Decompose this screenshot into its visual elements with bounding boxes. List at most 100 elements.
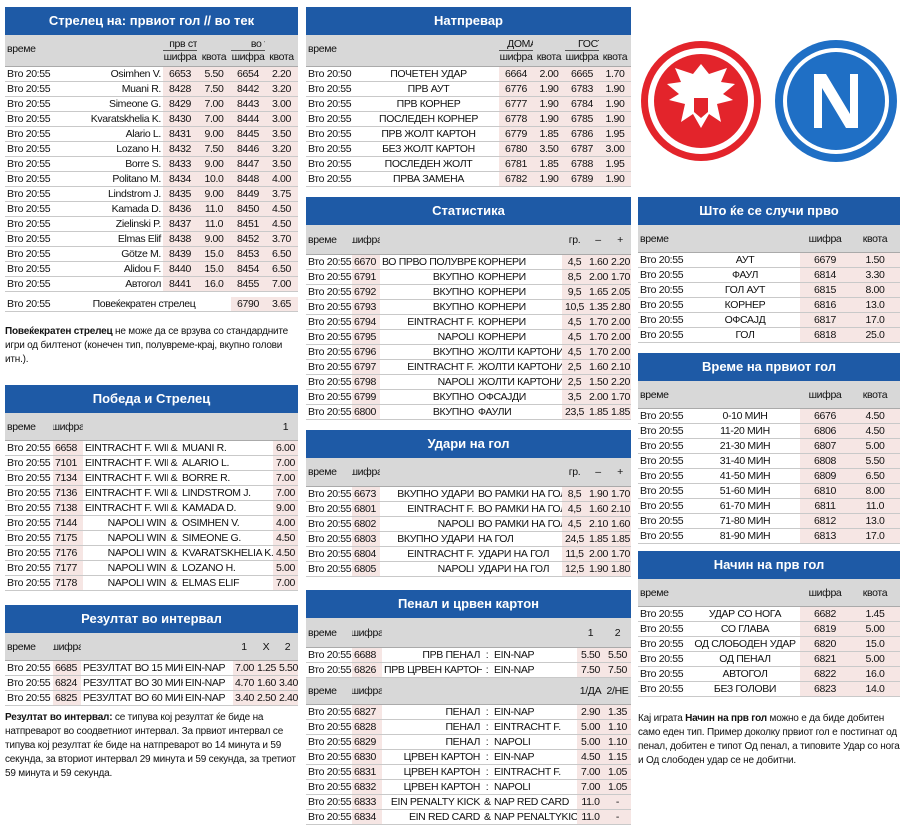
cell: 1.70 xyxy=(599,67,631,81)
cell: NAPOLI xyxy=(494,781,531,793)
cell: 1.70 xyxy=(609,390,631,404)
cell: Вто 20:55 xyxy=(640,500,684,512)
cell: 11-20 МИН xyxy=(720,425,770,437)
cell: Вто 20:55 xyxy=(308,503,352,515)
cell: Вто 20:55 xyxy=(7,532,51,544)
cell: 6824 xyxy=(53,676,81,690)
cell: EIN RED CARD xyxy=(408,811,480,823)
cell: : xyxy=(485,766,489,778)
cell: 11.0 xyxy=(197,217,231,231)
cell: & xyxy=(170,547,178,559)
section-title: Резултат во интервал xyxy=(5,605,298,633)
cell: 8444 xyxy=(231,112,265,126)
cell: 3.50 xyxy=(265,157,298,171)
note: Повеќекратен стрелец не може да се врзув… xyxy=(5,325,298,367)
cell: 6654 xyxy=(231,67,265,81)
cell: 4.50 xyxy=(850,424,900,438)
cell: 6785 xyxy=(565,112,599,126)
cell: 6658 xyxy=(53,441,83,455)
cell: 1.90 xyxy=(533,82,565,96)
cell: ЦРВЕН КАРТОН xyxy=(403,751,481,763)
cell: ОФСАЈД xyxy=(724,314,766,326)
cell: Вто 20:55 xyxy=(640,455,684,467)
cell: 6815 xyxy=(800,283,850,297)
cell: ВО РАМКИ НА ГОЛ xyxy=(478,503,562,515)
cell: 6829 xyxy=(352,735,382,749)
cell: 24,5 xyxy=(562,532,587,546)
cell: 6796 xyxy=(352,345,380,359)
cell: КОРНЕРИ xyxy=(478,256,526,268)
cell: 4,5 xyxy=(562,345,587,359)
cell: Вто 20:55 xyxy=(7,218,51,230)
cell: 61-70 МИН xyxy=(719,500,771,512)
cell: EIN-NAP xyxy=(494,706,535,718)
cell: 1.90 xyxy=(599,112,631,126)
cell: Muani R. xyxy=(121,83,162,95)
cell: ВКУПНО xyxy=(432,391,474,403)
cell: 3.40 xyxy=(233,691,255,705)
cell: 9.00 xyxy=(197,127,231,141)
header-cell xyxy=(83,413,168,440)
data-row: Вто 20:55 ГОЛ 6818 25.0 xyxy=(638,328,900,343)
note-text: не може да се врзува со стандардните игр… xyxy=(5,326,291,365)
cell: : xyxy=(485,721,489,733)
data-row: Вто 20:55 Zielinski P. 8437 11.0 8451 4.50 xyxy=(5,217,298,232)
cell: NAPOLI xyxy=(437,563,475,575)
cell: 1.90 xyxy=(533,112,565,126)
cell: 4.00 xyxy=(273,516,298,530)
header-cell: време xyxy=(306,225,352,254)
header-cell: 2/НЕ xyxy=(604,678,631,704)
header-label: време xyxy=(640,388,669,401)
cell: 6779 xyxy=(499,127,533,141)
header-cell: време xyxy=(5,35,57,66)
data-row: Вто 20:55 6685 РЕЗУЛТАТ ВО 15 МИН EIN-NAP 7.… xyxy=(5,661,298,676)
cell: 7.00 xyxy=(273,471,298,485)
cell: НА ГОЛ xyxy=(478,533,514,545)
data-row: Вто 20:55 КОРНЕР 6816 13.0 xyxy=(638,298,900,313)
data-row: Вто 20:55 6799 ВКУПНО ОФСАЈДИ 3,5 2.00 1.70 xyxy=(306,390,631,405)
data-row: Вто 20:55 6801 EINTRACHT F. ВО РАМКИ НА ГОЛ… xyxy=(306,502,631,517)
data-row: Вто 20:55 6802 NAPOLI ВО РАМКИ НА ГОЛ 4,5 2.1… xyxy=(306,517,631,532)
cell: 1.25 xyxy=(255,661,277,675)
data-row: Вто 20:55 7144 NAPOLI WIN & OSIMHEN V. 4.00 xyxy=(5,516,298,531)
cell: КОРНЕР xyxy=(724,299,766,311)
cell: 2.20 xyxy=(609,375,631,389)
cell: 7.50 xyxy=(577,663,604,677)
cell: NAPOLI xyxy=(494,736,531,748)
cell: EINTRACHT F. xyxy=(407,548,474,560)
note-bold: Резултат во интервал: xyxy=(5,712,113,723)
cell: Götze M. xyxy=(121,248,161,260)
data-row: Вто 20:55 41-50 МИН 6809 6.50 xyxy=(638,469,900,484)
cell: 6688 xyxy=(352,648,382,662)
cell: 4,5 xyxy=(562,255,587,269)
header-cell xyxy=(180,413,273,440)
data-row: Вто 20:55 ОФСАЈД 6817 17.0 xyxy=(638,313,900,328)
header-cell: 1 xyxy=(233,633,255,660)
data-row: Вто 20:55 ФАУЛ 6814 3.30 xyxy=(638,268,900,283)
cell: 2.00 xyxy=(587,390,609,404)
cell: 4.70 xyxy=(233,676,255,690)
cell: Вто 20:55 xyxy=(308,406,352,418)
cell: 6794 xyxy=(352,315,380,329)
cell: Вто 20:55 xyxy=(640,470,684,482)
cell: Вто 20:55 xyxy=(7,547,51,559)
section-title: Стрелец на: првиот гол // во тек xyxy=(5,7,298,35)
cell: Вто 20:55 xyxy=(308,143,352,155)
cell: 16.0 xyxy=(850,667,900,681)
header-cell xyxy=(690,381,800,408)
cell: 7138 xyxy=(53,501,83,515)
cell: СО ГЛАВА xyxy=(720,623,770,635)
header-label: 1 xyxy=(587,626,594,639)
cell: 2.00 xyxy=(533,67,565,81)
cell: ОД СЛОБОДЕН УДАР xyxy=(694,638,796,650)
cell: Lozano H. xyxy=(116,143,161,155)
cell: 17.0 xyxy=(850,529,900,543)
cell: Вто 20:55 xyxy=(7,487,51,499)
cell: 6821 xyxy=(800,652,850,666)
cell: 2.10 xyxy=(587,517,609,531)
data-row: Вто 20:55 6834 EIN RED CARD & NAP PENALTYKIC… xyxy=(306,810,631,825)
cell: 6810 xyxy=(800,484,850,498)
data-row: Вто 20:55 6797 EINTRACHT F. ЖОЛТИ КАРТОНИ 2,… xyxy=(306,360,631,375)
cell: 6802 xyxy=(352,517,380,531)
header-label: шифра xyxy=(352,626,382,639)
